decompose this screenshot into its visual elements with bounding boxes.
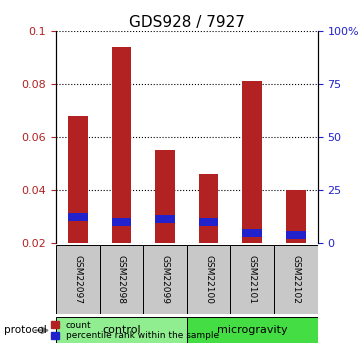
Text: GSM22098: GSM22098 xyxy=(117,255,126,304)
Text: control: control xyxy=(102,325,141,335)
Bar xyxy=(187,245,230,314)
Bar xyxy=(243,81,262,243)
Legend: count, percentile rank within the sample: count, percentile rank within the sample xyxy=(52,321,219,341)
Bar xyxy=(155,150,175,243)
Bar xyxy=(199,218,218,226)
Bar xyxy=(112,47,131,243)
Bar xyxy=(274,245,318,314)
Title: GDS928 / 7927: GDS928 / 7927 xyxy=(129,15,245,30)
Text: microgravity: microgravity xyxy=(217,325,288,335)
Text: GSM22101: GSM22101 xyxy=(248,255,257,304)
Bar xyxy=(230,245,274,314)
Bar xyxy=(187,317,318,343)
Bar xyxy=(68,116,88,243)
Bar xyxy=(56,245,100,314)
Bar xyxy=(199,174,218,243)
Bar xyxy=(286,231,306,239)
Bar xyxy=(286,190,306,243)
Bar xyxy=(100,245,143,314)
Bar xyxy=(143,245,187,314)
Bar xyxy=(112,218,131,226)
Text: protocol: protocol xyxy=(4,325,46,335)
Text: GSM22102: GSM22102 xyxy=(291,255,300,304)
Bar xyxy=(68,213,88,221)
Bar xyxy=(243,229,262,237)
Bar xyxy=(155,215,175,223)
Bar xyxy=(56,317,187,343)
Text: GSM22099: GSM22099 xyxy=(161,255,170,304)
Text: GSM22100: GSM22100 xyxy=(204,255,213,304)
Text: GSM22097: GSM22097 xyxy=(73,255,82,304)
